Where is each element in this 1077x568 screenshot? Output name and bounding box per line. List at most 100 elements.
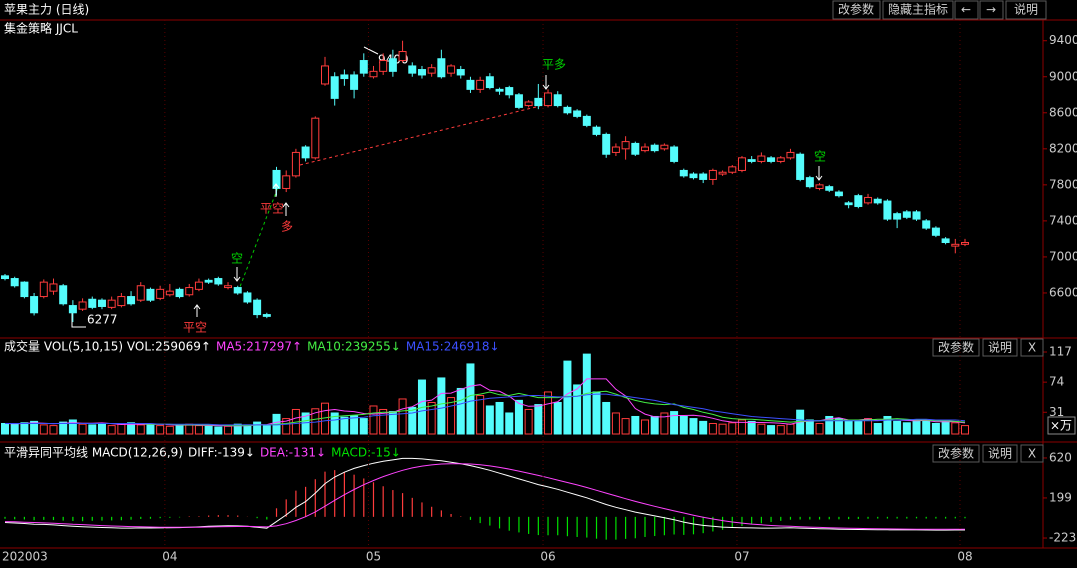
candle-body — [825, 186, 834, 191]
volume-bar — [204, 425, 213, 435]
volume-bar — [563, 360, 572, 435]
button-label[interactable]: 说明 — [1014, 2, 1038, 17]
candle-body — [912, 211, 921, 220]
volume-bar — [611, 412, 620, 435]
volume-bar — [117, 423, 126, 435]
candle-body — [660, 144, 669, 150]
volume-bar — [97, 422, 106, 435]
button[interactable] — [932, 338, 980, 357]
volume-bar — [757, 423, 766, 435]
volume-bar — [146, 423, 155, 435]
candle-body — [427, 67, 436, 74]
button[interactable] — [982, 444, 1018, 463]
candle-body — [602, 133, 611, 155]
button[interactable] — [832, 0, 881, 20]
signal-label: 平空 — [183, 321, 207, 335]
button-label[interactable]: 改参数 — [938, 340, 974, 355]
button-label[interactable]: ← — [961, 3, 971, 17]
legend-entry: MACD:-15↓ — [331, 446, 401, 460]
volume-bar — [408, 406, 417, 435]
volume-bar — [747, 420, 756, 435]
volume-bar — [340, 416, 349, 435]
volume-bar — [233, 423, 242, 435]
candle-body — [718, 171, 727, 175]
candle-body — [834, 191, 843, 197]
candle-body — [136, 285, 145, 301]
volume-bar — [660, 412, 669, 435]
volume-bar — [398, 398, 407, 435]
volume-bar — [1, 422, 9, 435]
button[interactable] — [979, 0, 1004, 20]
candle-body — [282, 175, 291, 189]
candle-body — [78, 301, 87, 310]
candle-body — [88, 298, 97, 308]
button-label[interactable]: 说明 — [988, 340, 1012, 355]
volume-bar — [476, 394, 485, 435]
volume-bar — [185, 423, 194, 435]
y-tick-label: 9400 — [1049, 33, 1077, 47]
candle-body — [757, 155, 766, 162]
y-tick-label: 7800 — [1049, 177, 1077, 191]
strategy-line — [299, 105, 541, 166]
candle-body — [146, 288, 155, 301]
volume-bar — [359, 418, 368, 435]
candle-body — [224, 285, 233, 289]
volume-bar — [466, 363, 475, 435]
x-tick-label: 05 — [366, 550, 381, 564]
series-line — [4, 378, 966, 427]
button-label[interactable]: 说明 — [988, 446, 1012, 461]
button[interactable] — [982, 338, 1018, 357]
button[interactable] — [1005, 0, 1047, 20]
volume-bar — [786, 423, 795, 435]
volume-bar — [553, 401, 562, 435]
volume-bar — [776, 425, 785, 435]
candle-body — [466, 79, 475, 90]
button-label[interactable]: → — [986, 3, 996, 17]
candle-body — [505, 87, 514, 96]
button-label[interactable]: X — [1028, 341, 1036, 355]
volume-bar — [156, 425, 165, 435]
candle-body — [728, 166, 737, 173]
candle-body — [340, 74, 349, 80]
volume-bar — [631, 415, 640, 435]
candle-body — [437, 58, 446, 78]
button[interactable] — [954, 0, 979, 20]
candle-body — [253, 299, 262, 316]
candle-body — [679, 169, 688, 177]
signal-arrowhead — [815, 175, 823, 181]
unit-box — [1047, 416, 1076, 435]
volume-bar — [456, 387, 465, 435]
legend-entry: DIFF:-139↓ — [188, 446, 255, 460]
volume-bar — [262, 425, 271, 435]
button-label[interactable]: 改参数 — [838, 2, 874, 17]
volume-bar — [941, 420, 950, 435]
y-tick-label: -223 — [1049, 531, 1076, 545]
button-label[interactable]: 隐藏主指标 — [888, 2, 948, 17]
candle-body — [941, 238, 950, 244]
candle-body — [379, 60, 388, 72]
volume-bar — [873, 422, 882, 435]
button[interactable] — [932, 444, 980, 463]
candle-body — [369, 70, 378, 78]
candle-body — [194, 281, 203, 290]
volume-bar — [39, 424, 48, 435]
candle-body — [20, 281, 29, 298]
candle-body — [514, 94, 523, 108]
candle-body — [408, 65, 417, 74]
button[interactable] — [1020, 338, 1044, 357]
volume-bar — [931, 422, 940, 435]
button[interactable] — [882, 0, 954, 20]
candle-body — [573, 110, 582, 117]
button[interactable] — [1020, 444, 1044, 463]
volume-bar — [708, 422, 717, 435]
volume-bar — [670, 411, 679, 435]
volume-bar — [30, 420, 39, 435]
button-label[interactable]: 改参数 — [938, 446, 974, 461]
volume-bar — [243, 424, 252, 435]
candle-body — [893, 213, 902, 220]
candle-body — [922, 220, 931, 229]
volume-bar — [127, 422, 136, 435]
candle-body — [553, 94, 562, 107]
button-label[interactable]: X — [1028, 447, 1036, 461]
volume-bar — [350, 415, 359, 435]
